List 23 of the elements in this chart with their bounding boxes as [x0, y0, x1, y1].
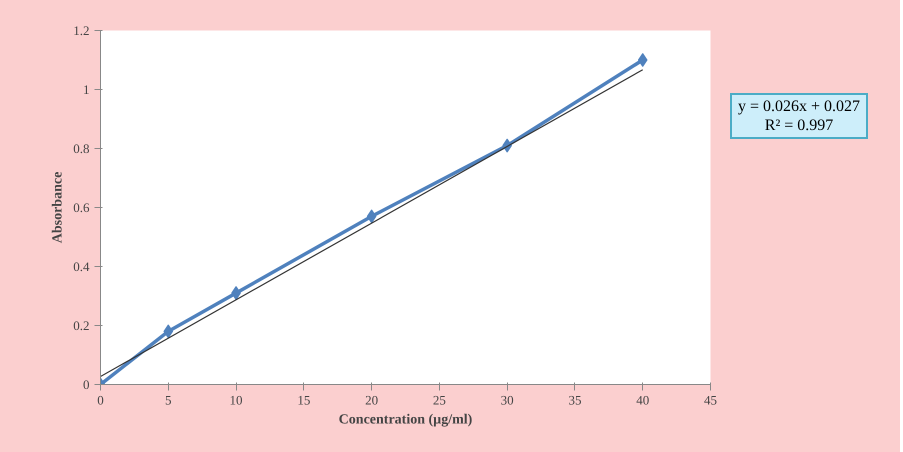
point [638, 53, 648, 67]
x-tick-label: 10 [230, 392, 243, 408]
x-tick-label: 20 [365, 392, 378, 408]
x-tick-label: 0 [97, 392, 104, 408]
x-axis-title: Concentration (µg/ml) [338, 412, 473, 428]
y-tick-label: 1 [83, 82, 90, 97]
text: R² = 0.997 [764, 117, 834, 134]
text: y = 0.026x + 0.027 [738, 98, 860, 115]
y-tick-label: 0.4 [73, 259, 90, 274]
y-tick-label: 0.6 [73, 200, 90, 215]
x-tick-label: 35 [568, 392, 582, 408]
x-tick-label: 40 [636, 392, 650, 408]
y-tick-label: 1.2 [73, 23, 90, 38]
y-tick-label: 0.2 [73, 318, 90, 333]
x-tick-label: 30 [500, 392, 514, 408]
x-tick-label: 15 [297, 392, 310, 408]
x-tick-label: 45 [704, 392, 717, 408]
y-axis-title: Absorbance [50, 172, 66, 244]
x-tick-label: 5 [165, 392, 172, 408]
y-tick-label: 0 [83, 377, 90, 392]
x-tick-label: 25 [432, 392, 446, 408]
point [163, 324, 174, 338]
y-tick-label: 0.8 [73, 141, 90, 156]
